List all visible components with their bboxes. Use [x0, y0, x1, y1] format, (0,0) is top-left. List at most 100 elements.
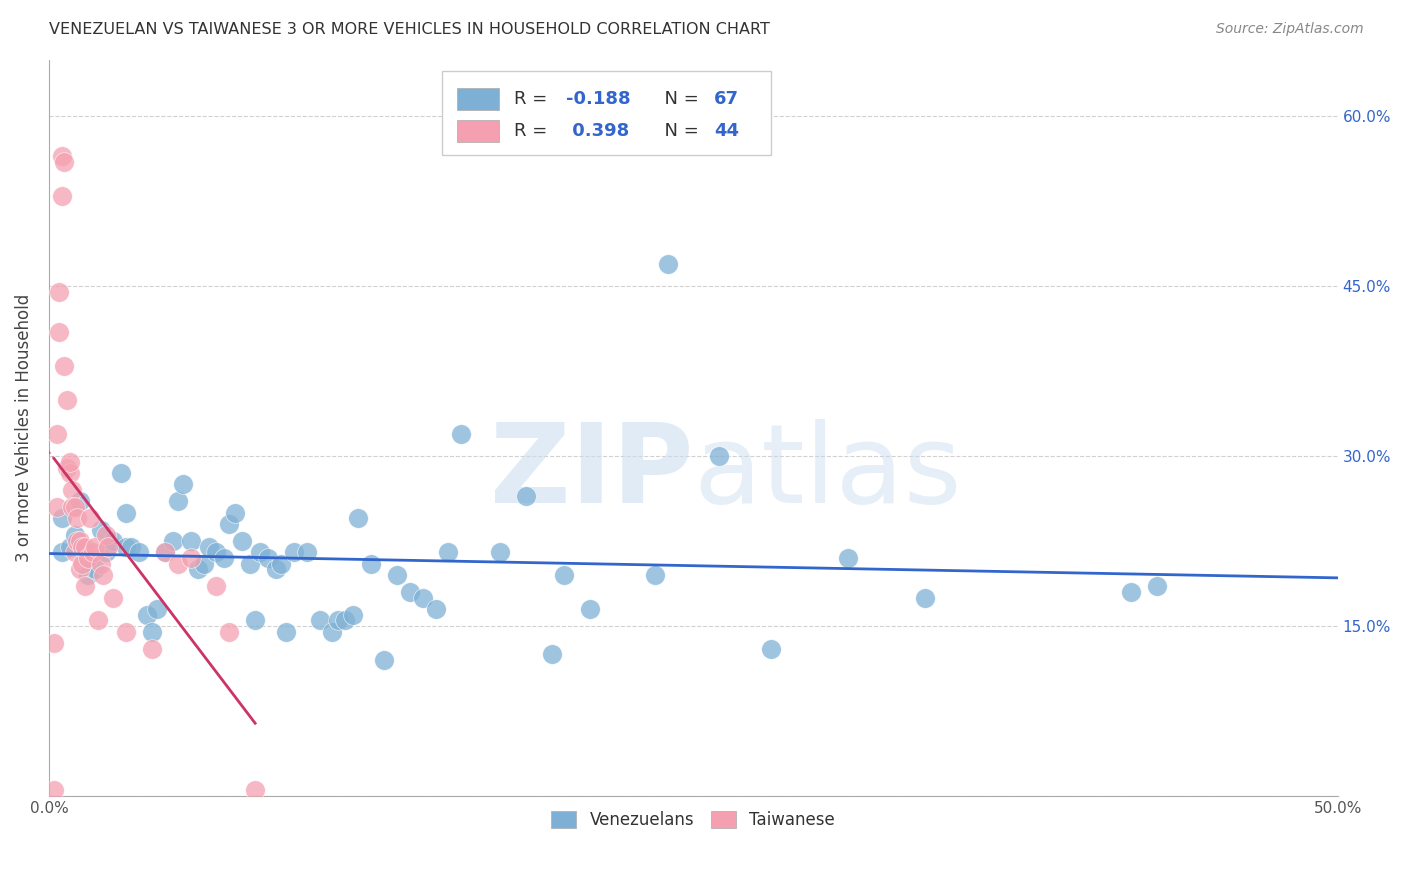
Point: [84, 540, 107, 554]
Point: [110, 466, 132, 480]
Point: [205, 545, 228, 559]
Point: [51, 545, 73, 559]
Point: [141, 624, 163, 639]
Point: [115, 540, 138, 554]
Point: [56, 392, 79, 407]
Point: [79, 511, 101, 525]
Point: [76, 551, 98, 566]
Point: [91, 568, 114, 582]
Point: [42, 783, 65, 797]
Point: [249, 545, 271, 559]
Point: [193, 557, 215, 571]
Point: [48, 325, 70, 339]
Point: [66, 534, 89, 549]
Point: [51, 511, 73, 525]
Point: [295, 545, 318, 559]
Point: [707, 449, 730, 463]
Point: [283, 545, 305, 559]
Point: [335, 614, 357, 628]
Point: [224, 506, 246, 520]
FancyBboxPatch shape: [441, 70, 770, 155]
Text: Source: ZipAtlas.com: Source: ZipAtlas.com: [1216, 22, 1364, 37]
Point: [146, 602, 169, 616]
Point: [218, 624, 240, 639]
Point: [264, 562, 287, 576]
Point: [58, 540, 80, 554]
Point: [197, 540, 219, 554]
Point: [84, 562, 107, 576]
Point: [239, 557, 262, 571]
Text: N =: N =: [654, 89, 704, 108]
Point: [553, 568, 575, 582]
Point: [172, 477, 194, 491]
Text: N =: N =: [654, 122, 704, 140]
Point: [48, 285, 70, 299]
Point: [489, 545, 512, 559]
Point: [72, 557, 94, 571]
Point: [274, 624, 297, 639]
Text: 44: 44: [714, 122, 740, 140]
Point: [166, 494, 188, 508]
Point: [103, 591, 125, 605]
Point: [180, 534, 202, 549]
Point: [212, 551, 235, 566]
Point: [89, 523, 111, 537]
Point: [60, 500, 83, 515]
Point: [56, 460, 79, 475]
Point: [243, 614, 266, 628]
Text: atlas: atlas: [693, 418, 962, 525]
Legend: Venezuelans, Taiwanese: Venezuelans, Taiwanese: [544, 804, 842, 836]
Point: [135, 607, 157, 622]
Point: [66, 511, 89, 525]
Point: [115, 624, 138, 639]
Text: R =: R =: [515, 89, 553, 108]
Point: [89, 557, 111, 571]
Point: [412, 591, 434, 605]
Point: [657, 256, 679, 270]
Point: [94, 528, 117, 542]
Point: [69, 562, 91, 576]
Point: [162, 534, 184, 549]
Point: [270, 557, 292, 571]
Point: [120, 540, 142, 554]
Point: [515, 489, 537, 503]
Point: [180, 551, 202, 566]
Text: R =: R =: [515, 122, 553, 140]
Point: [153, 545, 176, 559]
Text: VENEZUELAN VS TAIWANESE 3 OR MORE VEHICLES IN HOUSEHOLD CORRELATION CHART: VENEZUELAN VS TAIWANESE 3 OR MORE VEHICL…: [49, 22, 770, 37]
Point: [914, 591, 936, 605]
Point: [837, 551, 859, 566]
Point: [128, 545, 150, 559]
Point: [437, 545, 460, 559]
Point: [243, 783, 266, 797]
Point: [45, 500, 67, 515]
Point: [72, 540, 94, 554]
Y-axis label: 3 or more Vehicles in Household: 3 or more Vehicles in Household: [15, 293, 32, 562]
Point: [53, 359, 76, 373]
Point: [69, 494, 91, 508]
Point: [141, 641, 163, 656]
Point: [385, 568, 408, 582]
Point: [231, 534, 253, 549]
Text: ZIP: ZIP: [489, 418, 693, 525]
Text: 67: 67: [714, 89, 740, 108]
Point: [76, 568, 98, 582]
Point: [42, 636, 65, 650]
Point: [166, 557, 188, 571]
Point: [321, 624, 343, 639]
Point: [115, 506, 138, 520]
Point: [540, 648, 562, 662]
Point: [153, 545, 176, 559]
Point: [82, 545, 104, 559]
Point: [63, 528, 86, 542]
Point: [187, 562, 209, 576]
Point: [759, 641, 782, 656]
Point: [53, 154, 76, 169]
Point: [644, 568, 666, 582]
Point: [257, 551, 280, 566]
Point: [58, 455, 80, 469]
Point: [58, 466, 80, 480]
Point: [373, 653, 395, 667]
Point: [1121, 585, 1143, 599]
Point: [63, 545, 86, 559]
